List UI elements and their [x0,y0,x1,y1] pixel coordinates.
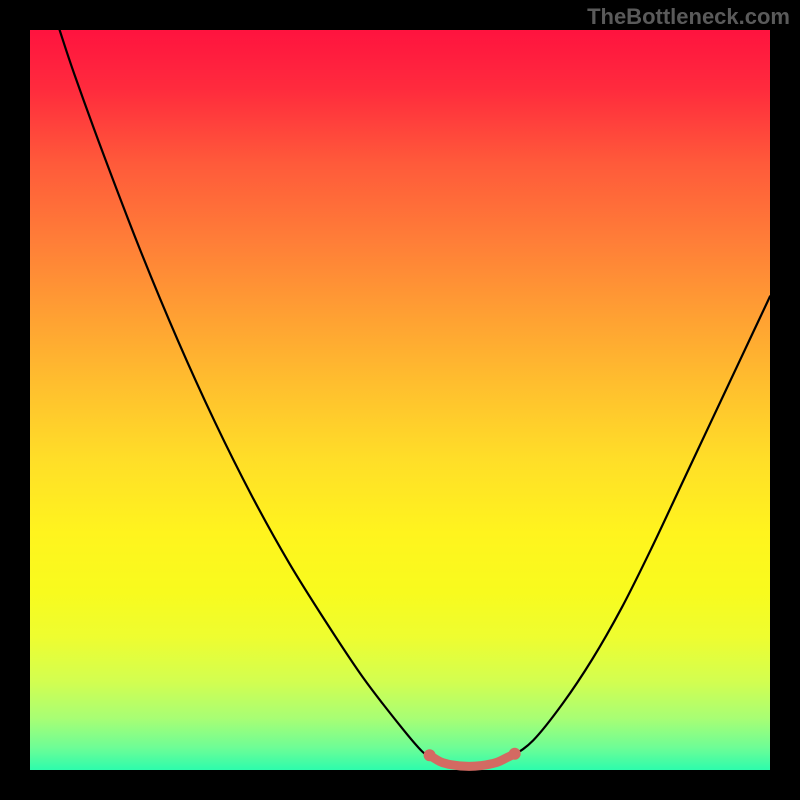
plot-background [30,30,770,770]
watermark-text: TheBottleneck.com [587,4,790,30]
trough-highlight-marker [509,748,521,760]
bottleneck-chart [0,0,800,800]
trough-highlight-marker [424,749,436,761]
chart-frame: TheBottleneck.com [0,0,800,800]
